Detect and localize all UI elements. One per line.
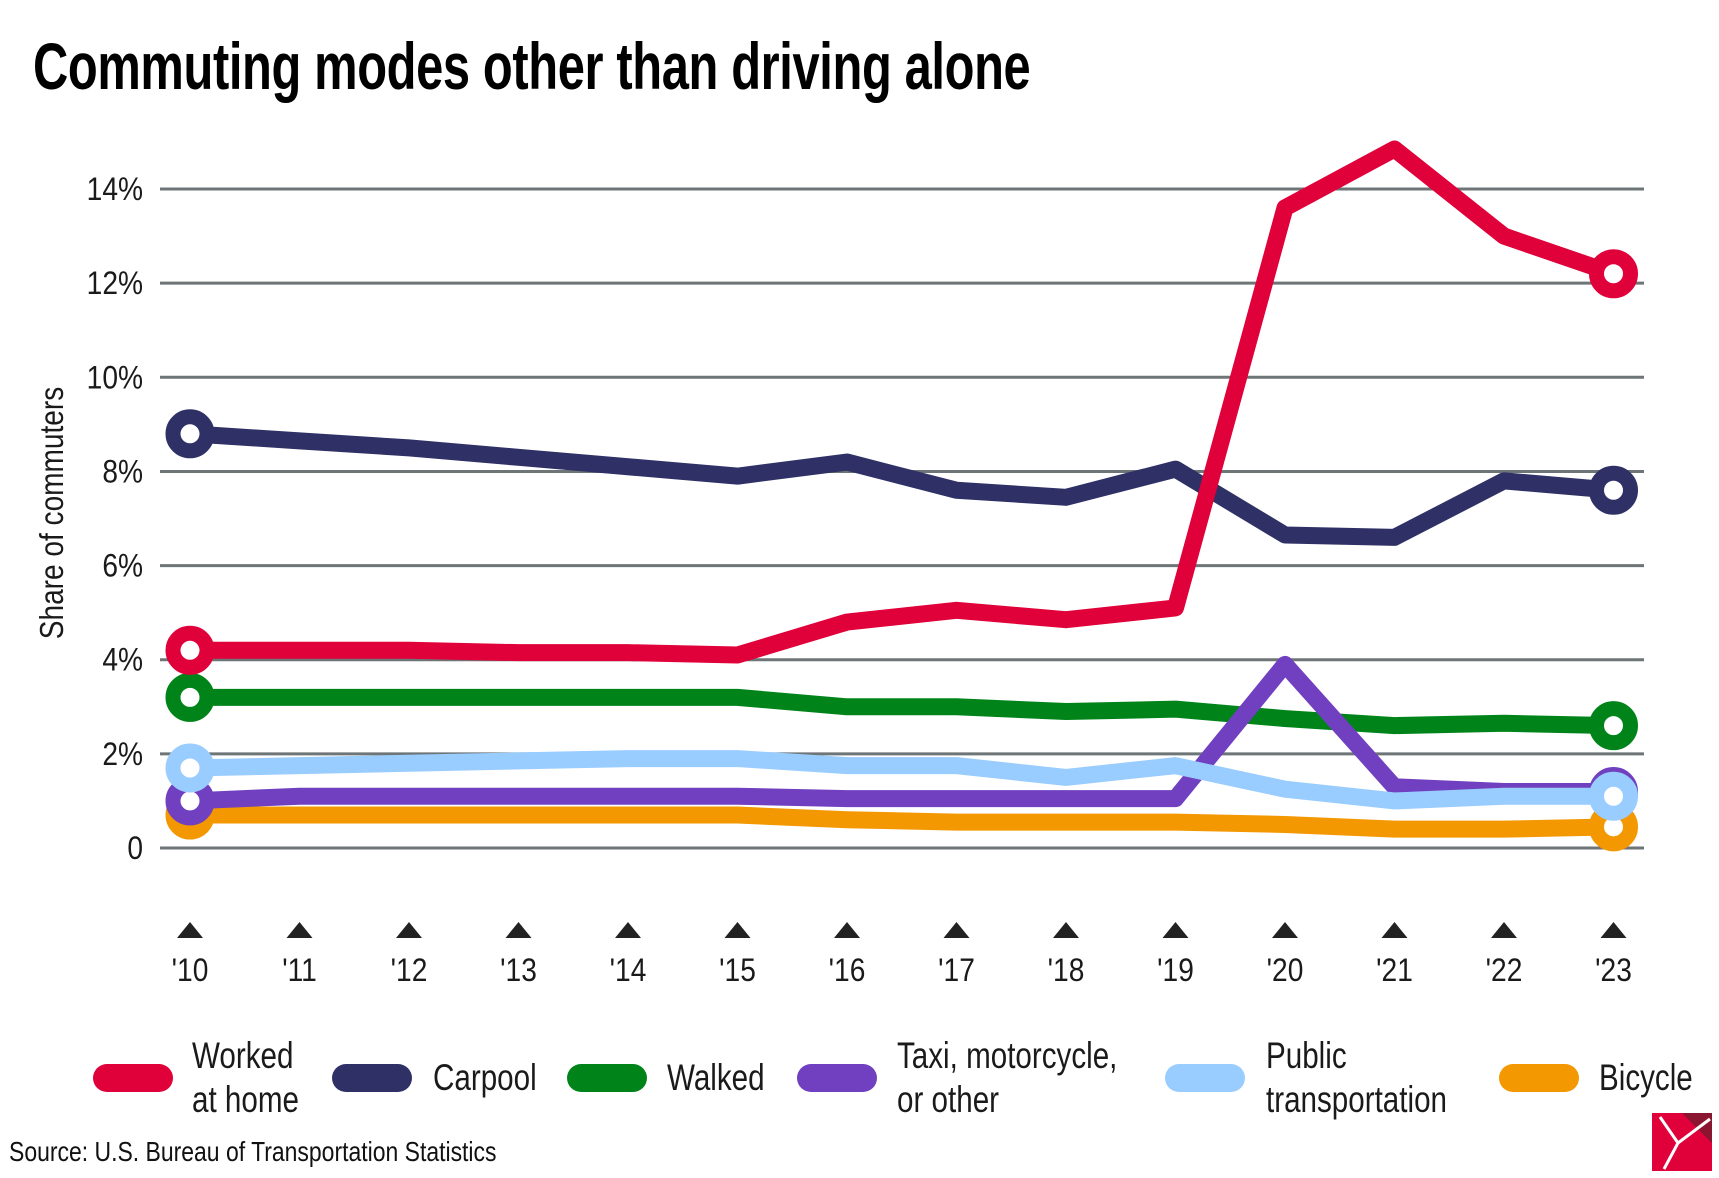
x-tick-labels: '10 '11 '12 '13 '14 '15 '16 '17 '18 '19 '20 '21 '22 '… <box>172 922 1632 988</box>
legend-label: Public transportation <box>1266 1035 1447 1120</box>
chart-title: Commuting modes other than driving alone <box>33 29 1031 103</box>
x-tick-label: '18 <box>1048 953 1085 988</box>
y-tick-label: 2% <box>102 737 143 772</box>
tick-triangle-icon <box>177 922 203 938</box>
endpoint-marker <box>165 409 215 459</box>
legend-swatch <box>332 1064 412 1092</box>
endpoint-marker <box>165 672 215 722</box>
y-tick-label: 10% <box>87 361 143 396</box>
legend-label: Bicycle <box>1599 1057 1693 1098</box>
tick-triangle-icon <box>505 922 532 938</box>
tick-triangle-icon <box>286 922 313 938</box>
series-worked <box>165 140 1638 675</box>
x-tick-label: '17 <box>938 953 975 988</box>
x-tick-label: '23 <box>1595 953 1632 988</box>
series-lines <box>165 140 1638 852</box>
series-carpool <box>165 409 1638 546</box>
y-tick-label: 4% <box>102 643 143 678</box>
series-line <box>181 688 1622 735</box>
source-note: Source: U.S. Bureau of Transportation St… <box>9 1136 497 1167</box>
endpoint-marker <box>165 625 215 675</box>
y-tick-labels: 0 2% 4% 6% 8% 10% 12% 14% <box>87 172 143 866</box>
tick-triangle-icon <box>1381 922 1408 938</box>
y-axis-title: Share of commuters <box>34 387 71 639</box>
legend-swatch <box>1165 1064 1245 1092</box>
x-tick-label: '22 <box>1486 953 1523 988</box>
gridlines <box>160 187 1644 850</box>
x-tick-label: '14 <box>610 953 647 988</box>
legend-label: Worked at home <box>192 1035 299 1120</box>
series-line <box>181 425 1622 546</box>
tick-triangle-icon <box>1600 922 1627 938</box>
endpoint-marker <box>1589 701 1638 751</box>
endpoint-marker <box>1589 249 1638 299</box>
tick-triangle-icon <box>1491 922 1517 938</box>
tick-triangle-icon <box>1162 922 1189 938</box>
series-line <box>181 140 1622 664</box>
x-tick-label: '12 <box>391 953 428 988</box>
tick-triangle-icon <box>615 922 641 938</box>
series-walked <box>165 672 1638 751</box>
tick-triangle-icon <box>943 922 970 938</box>
x-tick-label: '20 <box>1267 953 1304 988</box>
endpoint-marker <box>1589 771 1638 821</box>
tick-triangle-icon <box>1272 922 1298 938</box>
x-tick-label: '11 <box>282 953 317 988</box>
endpoint-marker <box>1589 465 1638 515</box>
x-tick-label: '10 <box>172 953 209 988</box>
publisher-logo <box>1652 1113 1712 1171</box>
tick-triangle-icon <box>724 922 751 938</box>
legend-swatch <box>1499 1064 1579 1092</box>
x-tick-label: '16 <box>829 953 866 988</box>
series-line <box>181 806 1622 838</box>
legend-label: Walked <box>667 1057 765 1098</box>
x-tick-label: '13 <box>500 953 537 988</box>
series-line <box>181 750 1622 810</box>
series-line <box>181 655 1622 810</box>
x-tick-label: '19 <box>1157 953 1194 988</box>
y-tick-label: 8% <box>102 455 143 490</box>
legend-swatch <box>797 1064 877 1092</box>
endpoint-marker <box>165 743 215 793</box>
x-tick-label: '15 <box>719 953 756 988</box>
legend-label: Taxi, motorcycle, or other <box>897 1035 1118 1120</box>
y-tick-label: 14% <box>87 172 143 207</box>
legend-swatch <box>567 1064 647 1092</box>
series-public <box>165 743 1638 821</box>
legend-swatch <box>93 1064 173 1092</box>
legend-label: Carpool <box>433 1057 537 1098</box>
tick-triangle-icon <box>396 922 422 938</box>
tick-triangle-icon <box>834 922 860 938</box>
tick-triangle-icon <box>1053 922 1079 938</box>
x-tick-label: '21 <box>1376 953 1413 988</box>
y-tick-label: 12% <box>87 267 143 302</box>
y-tick-label: 0 <box>127 831 143 866</box>
y-tick-label: 6% <box>102 549 143 584</box>
